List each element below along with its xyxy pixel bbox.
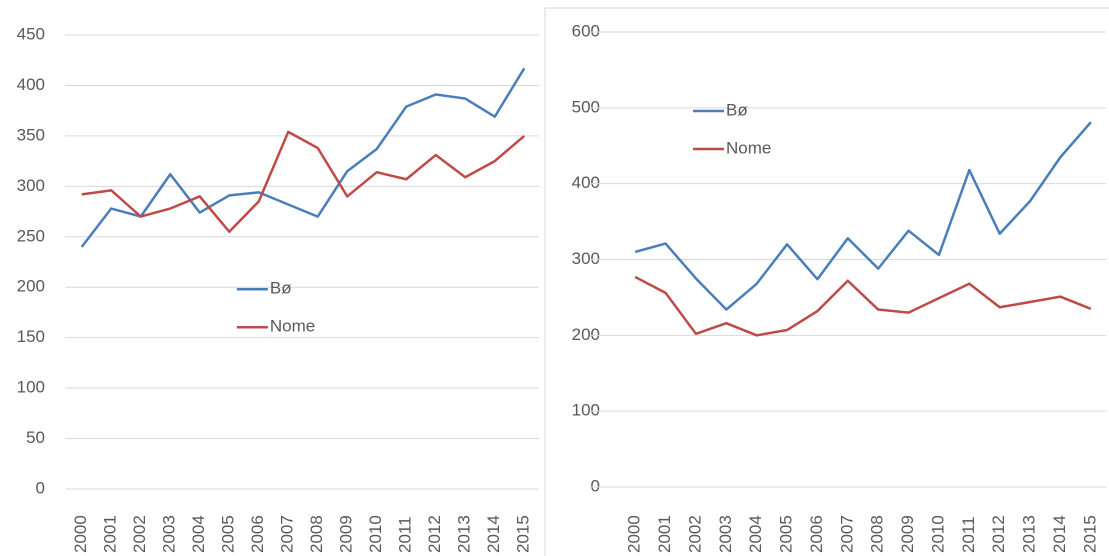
x-tick-label: 2007 (278, 515, 297, 553)
x-tick-label: 2008 (868, 515, 887, 553)
x-tick-label: 2002 (130, 515, 149, 553)
x-tick-label: 2000 (71, 515, 90, 553)
x-tick-label: 2006 (807, 515, 826, 553)
x-tick-label: 2001 (101, 515, 120, 553)
series-line (634, 121, 1092, 311)
x-tick-label: 2004 (189, 515, 208, 553)
y-tick-label: 350 (17, 125, 45, 144)
y-tick-label: 200 (17, 277, 45, 296)
y-tick-label: 50 (26, 428, 45, 447)
y-tick-label: 100 (572, 401, 600, 420)
series-line (634, 275, 1092, 337)
y-tick-label: 400 (572, 173, 600, 192)
x-tick-label: 2014 (1050, 515, 1069, 553)
x-tick-label: 2009 (898, 515, 917, 553)
x-tick-label: 2005 (777, 515, 796, 553)
x-tick-label: 2001 (655, 515, 674, 553)
x-tick-label: 2015 (514, 515, 533, 553)
legend-label: Bø (270, 279, 292, 298)
legend-label: Nome (270, 317, 315, 336)
x-tick-label: 2008 (307, 515, 326, 553)
x-tick-label: 2003 (716, 515, 735, 553)
series-line (80, 67, 526, 248)
x-tick-label: 2006 (248, 515, 267, 553)
x-tick-label: 2015 (1080, 515, 1099, 553)
x-tick-label: 2013 (1020, 515, 1039, 553)
y-tick-label: 100 (17, 378, 45, 397)
y-tick-label: 300 (572, 249, 600, 268)
y-tick-label: 200 (572, 325, 600, 344)
x-tick-label: 2004 (746, 515, 765, 553)
x-tick-label: 2010 (928, 515, 947, 553)
x-tick-label: 2000 (625, 515, 644, 553)
y-tick-label: 0 (36, 478, 45, 497)
series-line (81, 130, 526, 233)
x-tick-label: 2002 (685, 515, 704, 553)
y-tick-label: 450 (17, 24, 45, 43)
legend-label: Bø (726, 100, 748, 119)
x-tick-label: 2014 (484, 515, 503, 553)
y-tick-label: 150 (17, 327, 45, 346)
x-tick-label: 2010 (366, 515, 385, 553)
y-tick-label: 600 (572, 21, 600, 40)
x-tick-label: 2012 (989, 515, 1008, 553)
y-tick-label: 250 (17, 226, 45, 245)
legend-label: Nome (726, 138, 771, 157)
x-tick-label: 2012 (425, 515, 444, 553)
y-tick-label: 300 (17, 176, 45, 195)
x-tick-label: 2007 (837, 515, 856, 553)
y-tick-label: 500 (572, 97, 600, 116)
y-tick-label: 0 (591, 476, 600, 495)
x-tick-label: 2011 (959, 516, 978, 553)
x-tick-label: 2011 (396, 516, 415, 553)
x-tick-label: 2003 (160, 515, 179, 553)
y-tick-label: 400 (17, 75, 45, 94)
x-tick-label: 2013 (455, 515, 474, 553)
x-tick-label: 2005 (219, 515, 238, 553)
x-tick-label: 2009 (337, 515, 356, 553)
